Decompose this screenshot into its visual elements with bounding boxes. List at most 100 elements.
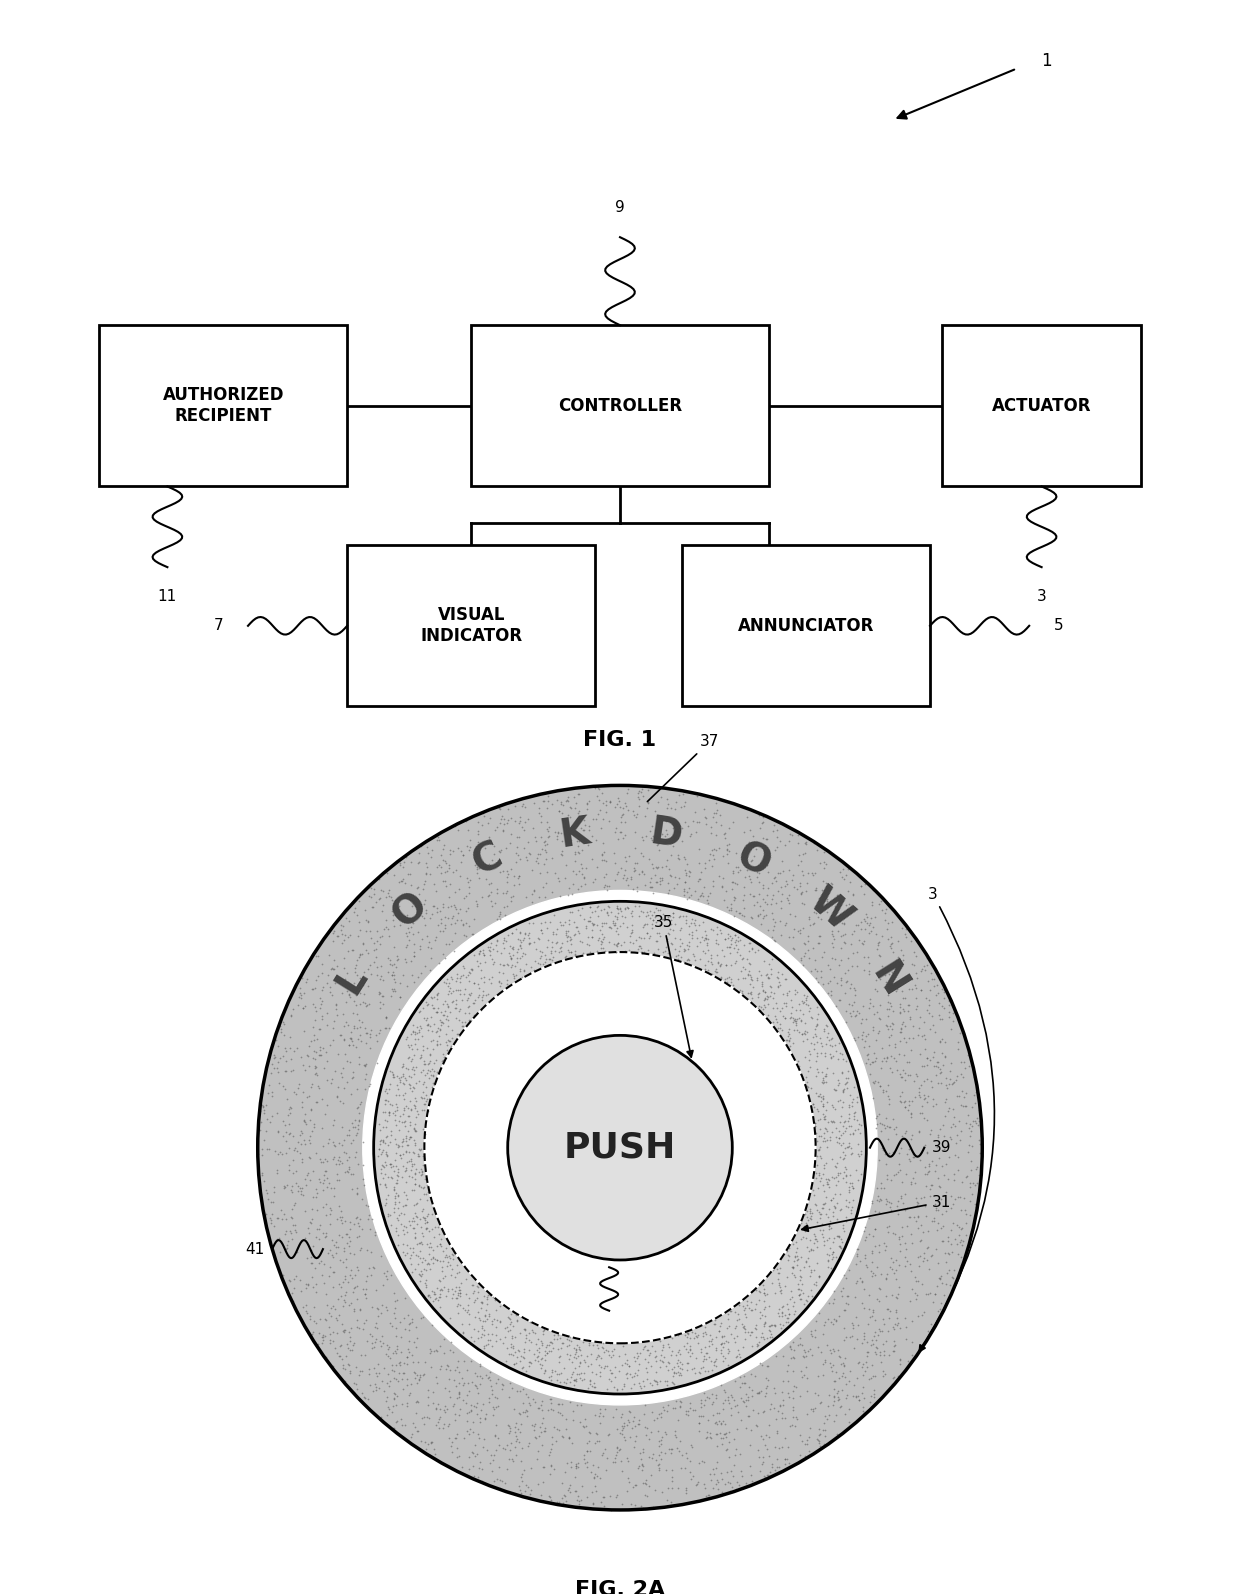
Point: [487, 1385, 507, 1411]
Point: [340, 1374, 360, 1400]
Point: [799, 1239, 818, 1264]
Point: [435, 988, 455, 1014]
Point: [357, 1020, 377, 1046]
Point: [675, 878, 694, 904]
Point: [516, 845, 536, 870]
Point: [268, 1100, 288, 1125]
Point: [441, 964, 461, 990]
Point: [746, 1380, 766, 1406]
Point: [682, 910, 702, 936]
Point: [449, 1360, 469, 1385]
Point: [320, 1196, 340, 1221]
Point: [614, 862, 634, 888]
Point: [388, 1183, 408, 1208]
Point: [647, 897, 667, 923]
Point: [341, 1162, 361, 1188]
Point: [806, 1014, 826, 1039]
Point: [867, 1341, 887, 1366]
Point: [598, 901, 618, 926]
Point: [728, 854, 748, 880]
Point: [706, 1337, 725, 1363]
Point: [606, 918, 626, 944]
Point: [370, 1360, 389, 1385]
Point: [300, 1167, 320, 1192]
Point: [436, 1022, 456, 1047]
Point: [387, 1170, 407, 1196]
Point: [777, 1242, 797, 1267]
Point: [806, 1023, 826, 1049]
Point: [459, 982, 479, 1007]
Point: [879, 961, 899, 987]
Point: [761, 1312, 781, 1337]
Point: [373, 1331, 393, 1356]
Point: [861, 1384, 880, 1409]
Point: [899, 1251, 919, 1277]
Point: [361, 1262, 381, 1288]
Point: [534, 787, 554, 813]
Point: [450, 1277, 470, 1302]
Point: [397, 1352, 417, 1377]
Point: [379, 1334, 399, 1360]
Point: [377, 1140, 397, 1165]
Point: [415, 1430, 435, 1455]
Point: [784, 1372, 804, 1398]
Point: [711, 1460, 730, 1486]
Point: [443, 838, 463, 864]
Point: [397, 1366, 417, 1392]
Point: [392, 1412, 412, 1438]
Point: [461, 1392, 481, 1417]
Point: [397, 902, 417, 928]
Point: [347, 1210, 367, 1235]
Point: [340, 1240, 360, 1266]
Point: [785, 1414, 805, 1439]
Point: [830, 1181, 849, 1207]
Point: [454, 923, 474, 948]
Point: [320, 1315, 340, 1341]
Point: [315, 1167, 335, 1192]
Point: [322, 1329, 342, 1355]
Point: [365, 1334, 384, 1360]
Point: [598, 874, 618, 899]
Point: [764, 980, 784, 1006]
Point: [558, 918, 578, 944]
Point: [689, 1419, 709, 1444]
Point: [818, 1175, 838, 1200]
Point: [381, 1154, 401, 1180]
Point: [511, 936, 531, 961]
Point: [560, 1449, 580, 1474]
Point: [945, 1167, 965, 1192]
Point: [869, 1188, 889, 1213]
Point: [887, 977, 906, 1003]
Point: [801, 1415, 821, 1441]
Point: [640, 875, 660, 901]
Point: [603, 1342, 622, 1368]
Point: [430, 1231, 450, 1256]
Point: [306, 1180, 326, 1205]
Point: [818, 1205, 838, 1231]
Point: [463, 958, 482, 983]
Point: [843, 1312, 863, 1337]
Point: [789, 842, 808, 867]
Point: [892, 1015, 911, 1041]
Point: [801, 912, 821, 937]
Point: [877, 1189, 897, 1215]
Point: [378, 1103, 398, 1129]
Point: [290, 983, 310, 1009]
Point: [474, 1321, 494, 1347]
Point: [396, 920, 415, 945]
Point: [800, 905, 820, 931]
Point: [382, 961, 402, 987]
Point: [753, 977, 773, 1003]
Point: [801, 1004, 821, 1030]
Point: [551, 936, 570, 961]
Point: [537, 810, 557, 835]
Point: [808, 1060, 828, 1086]
Point: [693, 939, 713, 964]
Point: [782, 936, 802, 961]
Point: [914, 1184, 934, 1210]
Point: [689, 810, 709, 835]
Point: [693, 883, 713, 909]
Point: [291, 1181, 311, 1207]
Point: [288, 1173, 308, 1199]
Point: [897, 925, 916, 950]
